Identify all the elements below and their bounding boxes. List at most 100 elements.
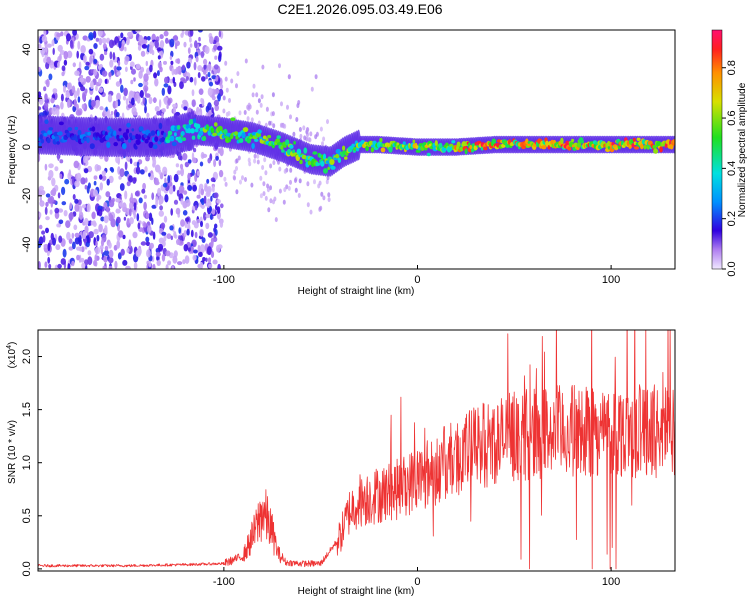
spectrogram-noise-cell xyxy=(181,64,186,71)
spectrogram-noise-cell xyxy=(99,106,104,111)
spectrogram-signal-cell xyxy=(125,128,130,134)
spectrogram-signal-cell xyxy=(379,138,383,143)
spectrogram-noise-cell xyxy=(314,74,318,80)
spectrogram-noise-cell xyxy=(190,229,194,238)
spectrogram-noise-cell xyxy=(201,153,208,158)
spectrogram-noise-cell xyxy=(183,230,187,237)
spectrogram-noise-cell xyxy=(66,231,71,241)
spectrogram-noise-cell xyxy=(230,78,234,84)
spectrogram-signal-cell xyxy=(246,137,251,144)
spectrogram-noise-cell xyxy=(81,262,86,269)
spectrogram-noise-cell xyxy=(243,110,247,115)
spectrogram-signal-cell xyxy=(323,168,328,174)
spectrogram-noise-cell xyxy=(201,76,206,82)
spectrogram-noise-cell xyxy=(59,173,63,179)
spectrogram-noise-cell xyxy=(105,106,108,112)
spectrogram-signal-cell xyxy=(54,135,60,143)
spectrogram-noise-cell xyxy=(163,215,168,223)
spectrogram-noise-cell xyxy=(207,63,212,72)
spectrogram-noise-cell xyxy=(192,184,198,192)
spectrogram-noise-cell xyxy=(133,202,137,211)
spectrogram-noise-cell xyxy=(57,153,60,161)
spectrogram-noise-cell xyxy=(38,236,44,245)
spectrogram-noise-cell xyxy=(287,185,291,191)
spectrogram-noise-cell xyxy=(182,79,187,84)
spectrogram-noise-cell xyxy=(164,76,169,84)
spectrogram-noise-cell xyxy=(182,210,188,216)
spectrogram-noise-cell xyxy=(125,265,131,269)
spectrogram-signal-cell xyxy=(632,137,636,143)
spectrogram-noise-cell xyxy=(179,81,184,90)
spectrogram-noise-cell xyxy=(278,188,282,194)
spectrogram-noise-cell xyxy=(133,262,138,269)
spectrogram-noise-cell xyxy=(108,249,114,258)
spectrogram-noise-cell xyxy=(196,170,200,176)
spectrogram-signal-cell xyxy=(614,146,619,151)
spectrogram-noise-cell xyxy=(176,58,181,65)
spectrogram-noise-cell xyxy=(180,219,185,227)
spectrogram-noise-cell xyxy=(235,158,239,164)
spectrogram-noise-cell xyxy=(116,240,121,249)
spectrogram-noise-cell xyxy=(86,203,91,213)
spectrogram-noise-cell xyxy=(278,63,281,69)
spectrogram-noise-cell xyxy=(95,85,98,92)
spectrogram-noise-cell xyxy=(142,96,146,105)
spectrogram-noise-cell xyxy=(103,249,110,256)
spectrogram-noise-cell xyxy=(108,242,112,249)
spectrogram-noise-cell xyxy=(141,44,148,49)
spectrogram-noise-cell xyxy=(167,260,172,266)
spectrogram-signal-cell xyxy=(156,130,160,137)
spectrogram-noise-cell xyxy=(66,50,73,59)
spectrogram-noise-cell xyxy=(56,32,62,38)
spectrogram-noise-cell xyxy=(140,50,146,57)
spectrogram-noise-cell xyxy=(158,169,162,175)
spectrogram-noise-cell xyxy=(322,195,326,201)
spectrogram-signal-cell xyxy=(239,138,244,143)
spectrogram-noise-cell xyxy=(47,242,51,252)
spectrogram-noise-cell xyxy=(93,180,97,186)
spectrogram-noise-cell xyxy=(194,231,198,239)
spectrogram-noise-cell xyxy=(106,178,110,186)
spectrogram-signal-cell xyxy=(139,126,144,132)
spectrogram-signal-cell xyxy=(633,146,640,150)
spectrogram-signal-cell xyxy=(370,147,375,153)
spectrogram-noise-cell xyxy=(68,238,73,245)
spectrogram-noise-cell xyxy=(115,81,121,87)
spectrogram-noise-cell xyxy=(161,112,164,118)
spectrogram-noise-cell xyxy=(46,56,51,64)
spectrogram-noise-cell xyxy=(82,231,87,240)
spectrogram-noise-cell xyxy=(189,36,192,43)
spectrogram-noise-cell xyxy=(135,30,141,33)
spectrogram-noise-cell xyxy=(246,104,250,110)
spectrogram-noise-cell xyxy=(161,108,166,113)
spectrogram-noise-cell xyxy=(192,254,197,261)
spectrogram-noise-cell xyxy=(73,90,78,99)
spectrogram-noise-cell xyxy=(119,168,125,178)
colorbar-tick-label: 0.6 xyxy=(726,110,738,125)
spectrogram-noise-cell xyxy=(235,166,238,171)
spectrogram-noise-cell xyxy=(264,170,268,176)
spectrogram-noise-cell xyxy=(172,103,177,108)
spectrogram-noise-cell xyxy=(200,97,204,104)
spectrogram-noise-cell xyxy=(81,204,87,209)
spectrogram-signal-cell xyxy=(189,128,195,134)
spectrogram-noise-cell xyxy=(68,212,74,221)
spectrogram-noise-cell xyxy=(130,192,133,202)
colorbar-ticks: 0.0 0.2 0.4 0.6 0.8 xyxy=(722,60,738,277)
spectrogram-xtick-label: 0 xyxy=(414,274,420,286)
spectrogram-noise-cell xyxy=(233,169,237,175)
spectrogram-noise-cell xyxy=(197,65,203,71)
spectrogram-noise-cell xyxy=(96,165,102,171)
spectrogram-noise-cell xyxy=(115,155,121,164)
spectrogram-signal-cell xyxy=(120,137,125,142)
spectrogram-noise-cell xyxy=(108,265,113,269)
spectrogram-signal-cell xyxy=(329,159,335,165)
spectrogram-signal-cell xyxy=(283,143,287,148)
spectrogram-signal-cell xyxy=(180,131,185,136)
spectrogram-noise-cell xyxy=(172,106,176,115)
spectrogram-noise-cell xyxy=(163,96,169,104)
spectrogram-noise-cell xyxy=(248,161,252,167)
spectrogram-noise-cell xyxy=(131,97,135,106)
spectrogram-noise-cell xyxy=(228,98,231,103)
spectrogram-noise-cell xyxy=(83,168,89,174)
